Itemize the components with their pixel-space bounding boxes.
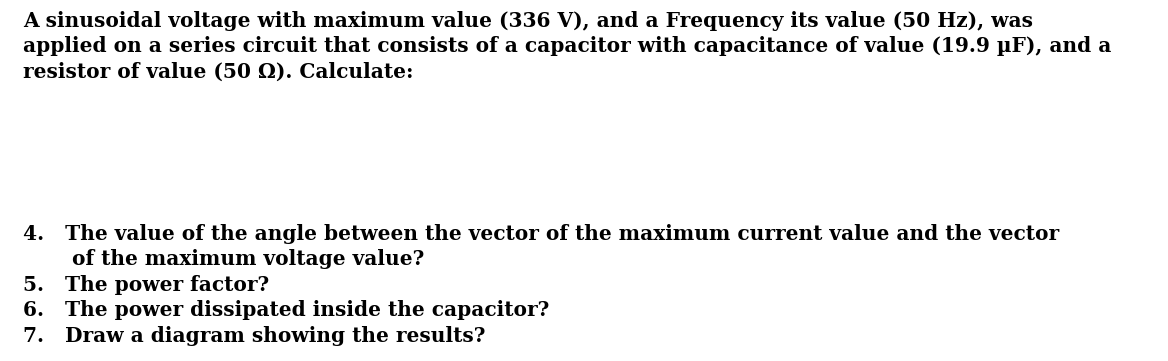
Text: A sinusoidal voltage with maximum value (336 V), and a Frequency its value (50 H: A sinusoidal voltage with maximum value … <box>23 11 1034 31</box>
Text: 6.   The power dissipated inside the capacitor?: 6. The power dissipated inside the capac… <box>23 300 550 320</box>
Text: resistor of value (50 Ω). Calculate:: resistor of value (50 Ω). Calculate: <box>23 62 413 82</box>
Text: applied on a series circuit that consists of a capacitor with capacitance of val: applied on a series circuit that consist… <box>23 36 1112 56</box>
Text: 7.   Draw a diagram showing the results?: 7. Draw a diagram showing the results? <box>23 326 486 346</box>
Text: of the maximum voltage value?: of the maximum voltage value? <box>23 249 425 269</box>
Text: 4.   The value of the angle between the vector of the maximum current value and : 4. The value of the angle between the ve… <box>23 224 1059 244</box>
Text: 5.   The power factor?: 5. The power factor? <box>23 275 270 295</box>
